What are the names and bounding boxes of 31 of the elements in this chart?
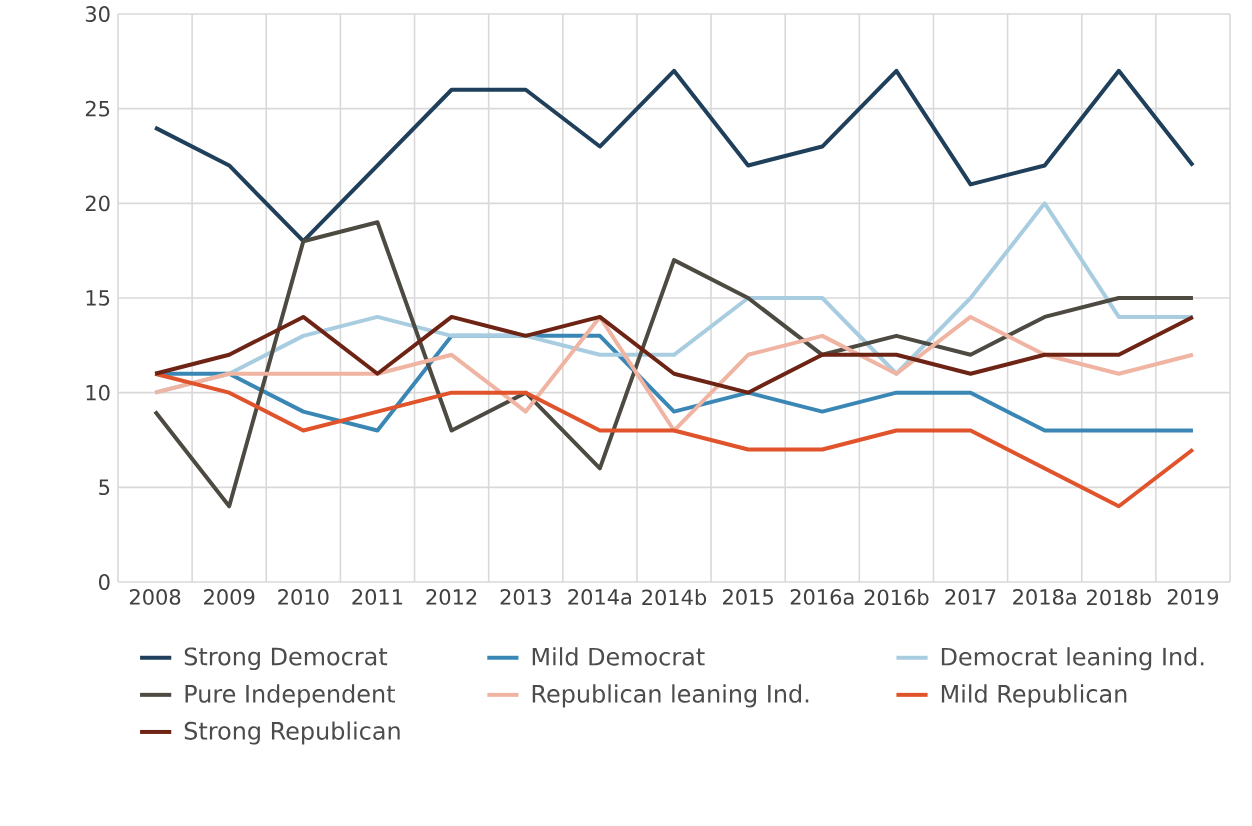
y-tick-label: 20: [85, 195, 110, 212]
x-tick-label: 2014a: [568, 589, 631, 605]
legend-label: Republican leaning Ind.: [532, 684, 809, 708]
legend-label: Pure Independent: [185, 684, 395, 708]
y-tick-label: 15: [86, 290, 110, 306]
x-tick-label: 2008: [129, 589, 181, 605]
y-tick-label: 10: [86, 384, 110, 401]
x-tick-label: 2019: [1167, 589, 1219, 605]
x-tick-label: 2016a: [790, 589, 854, 605]
x-tick-label: 2011: [352, 589, 403, 605]
x-tick-label: 2010: [278, 589, 329, 605]
legend-label: Strong Democrat: [184, 647, 388, 671]
line-series: [153, 314, 1195, 395]
y-tick-label: 0: [99, 574, 110, 590]
x-tick-label: 2009: [204, 589, 255, 605]
x-tick-label: 2015: [723, 589, 773, 605]
y-tick-label: 25: [85, 100, 110, 117]
x-tick-label: 2018a: [1013, 589, 1076, 605]
legend-label: Mild Republican: [941, 684, 1127, 708]
x-tick-label: 2018b: [1087, 589, 1151, 606]
x-tick-label: 2014b: [642, 589, 707, 606]
line-series: [153, 220, 1195, 509]
legend-label: Mild Democrat: [532, 647, 705, 666]
x-tick-label: 2017: [945, 589, 996, 605]
legend-label: Democrat leaning Ind.: [941, 647, 1204, 671]
x-tick-label: 2012: [426, 589, 477, 605]
x-tick-label: 2016b: [864, 589, 929, 606]
y-tick-label: 5: [99, 479, 110, 496]
legend-label: Strong Republican: [184, 721, 400, 745]
x-tick-label: 2013: [500, 589, 551, 605]
y-tick-label: 30: [85, 6, 110, 22]
